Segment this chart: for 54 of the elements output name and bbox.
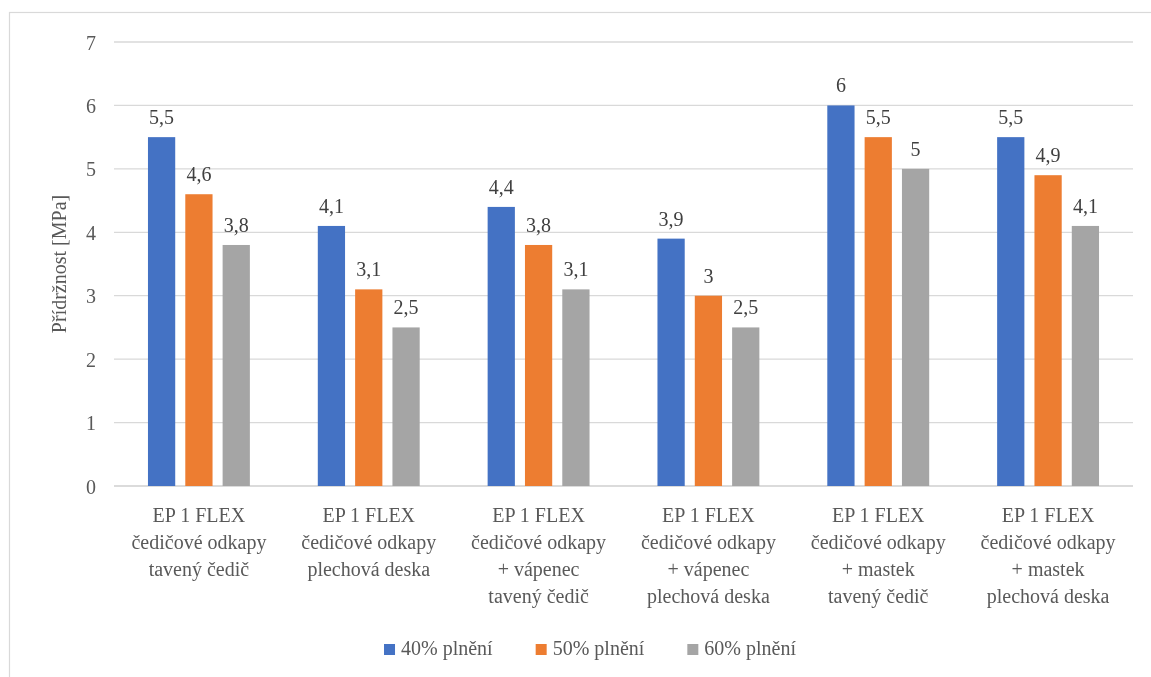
x-tick-label: EP 1 FLEX čedičové odkapy + mastek tavený čedič (810, 504, 946, 608)
bar (827, 105, 855, 486)
data-label: 4,1 (318, 194, 344, 217)
data-label: 5,5 (998, 106, 1024, 129)
bar (222, 244, 250, 486)
data-label: 2,5 (393, 296, 419, 319)
x-tick-label: EP 1 FLEX čedičové odkapy + vápenec plechová deska (640, 504, 776, 608)
x-tick-label: EP 1 FLEX čedičové odkapy + vápenec tavený čedič (471, 504, 607, 608)
data-label: 2,5 (733, 296, 759, 319)
data-label: 4,1 (1072, 194, 1098, 217)
data-label: 4,4 (488, 175, 514, 198)
y-axis-title: Přídržnost [MPa] (48, 194, 70, 334)
data-label: 3,8 (526, 213, 552, 236)
data-label: 5,5 (149, 106, 175, 129)
data-label: 4,9 (1035, 144, 1061, 167)
bar (562, 289, 590, 486)
bar (997, 137, 1025, 486)
bar (657, 238, 685, 486)
bar (864, 137, 892, 486)
data-label: 3 (703, 264, 714, 287)
bar (524, 244, 553, 486)
data-label: 3,9 (658, 207, 684, 230)
data-label: 5 (910, 137, 921, 160)
data-label: 3,1 (563, 258, 589, 281)
bar (694, 295, 723, 486)
x-tick-label: EP 1 FLEX čedičové odkapy tavený čedič (131, 504, 267, 581)
bar (392, 327, 420, 486)
data-label: 6 (835, 74, 846, 97)
y-tick-label: 7 (86, 31, 96, 54)
legend-label: 50% plnění (552, 637, 645, 660)
legend-label: 40% plnění (401, 637, 494, 660)
data-label: 3,1 (356, 258, 382, 281)
bar (732, 327, 760, 486)
data-label: 5,5 (865, 106, 891, 129)
y-tick-label: 4 (86, 221, 96, 244)
bar (147, 137, 176, 486)
y-tick-label: 1 (86, 412, 96, 435)
x-tick-label: EP 1 FLEX čedičové odkapy plechová deska (301, 504, 437, 581)
bar (901, 168, 930, 486)
legend-label: 60% plnění (704, 637, 797, 660)
y-tick-label: 0 (86, 475, 96, 498)
bar (355, 289, 383, 486)
data-label: 3,8 (223, 213, 249, 236)
bar (1071, 225, 1100, 486)
y-tick-label: 6 (86, 94, 96, 117)
y-tick-label: 5 (86, 158, 96, 181)
y-tick-label: 2 (86, 348, 96, 371)
bar (1034, 175, 1062, 486)
bar (317, 225, 346, 486)
y-tick-label: 3 (86, 285, 96, 308)
data-label: 4,6 (186, 163, 212, 186)
bar (185, 194, 213, 486)
x-tick-label: EP 1 FLEX čedičové odkapy + mastek plechová deska (980, 504, 1116, 608)
bar (487, 206, 515, 486)
